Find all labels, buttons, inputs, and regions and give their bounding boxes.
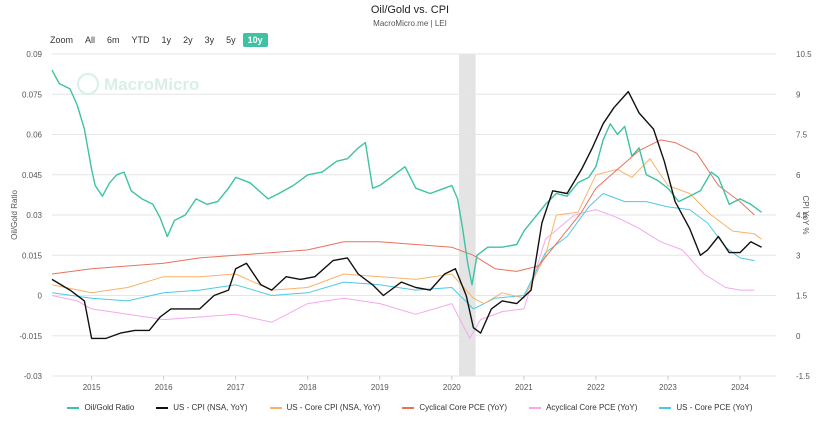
legend-swatch (67, 406, 80, 409)
zoom-button-3y[interactable]: 3y (204, 35, 215, 45)
x-tick-label: 2024 (731, 383, 749, 392)
legend-label: US - Core PCE (YoY) (676, 403, 753, 412)
watermark-logo-icon (77, 73, 99, 95)
y-right-tick-label: 6 (796, 171, 801, 180)
zoom-button-5y[interactable]: 5y (226, 35, 236, 45)
legend-item-core-pce[interactable]: US - Core PCE (YoY) (659, 403, 753, 412)
x-tick-label: 2022 (587, 383, 605, 392)
y-left-tick-label: -0.015 (19, 332, 42, 341)
y-right-tick-label: 9 (796, 90, 801, 99)
legend-swatch (659, 406, 672, 409)
x-tick-label: 2018 (299, 383, 317, 392)
y-left-tick-label: 0.075 (22, 90, 43, 99)
x-tick-label: 2015 (83, 383, 101, 392)
legend-swatch (529, 406, 542, 409)
y-right-tick-label: 1.5 (796, 292, 808, 301)
y-left-tick-label: 0 (38, 292, 43, 301)
legend-label: Cyclical Core PCE (YoY) (419, 403, 508, 412)
zoom-label: Zoom (50, 35, 74, 45)
series-line-oil-gold (51, 69, 763, 286)
y-left-tick-label: -0.03 (24, 372, 43, 381)
zoom-bar: Zoom All 6m YTD 1y 2y 3y 5y 10y (50, 33, 268, 47)
series-line-cpi (51, 90, 762, 340)
y-right-tick-label: -1.5 (796, 372, 810, 381)
legend-swatch (156, 406, 169, 409)
legend-label: US - CPI (NSA, YoY) (173, 403, 248, 412)
y-left-tick-label: 0.045 (22, 171, 43, 180)
y-right-tick-label: 3 (796, 251, 801, 260)
chart-title: Oil/Gold vs. CPI (370, 4, 450, 16)
zoom-button-ytd[interactable]: YTD (131, 35, 150, 45)
legend-item-cpi[interactable]: US - CPI (NSA, YoY) (156, 403, 248, 412)
legend-swatch (269, 406, 282, 409)
series-line-core-pce (51, 193, 755, 310)
legend-label: Oil/Gold Ratio (84, 403, 135, 412)
x-tick-label: 2023 (659, 383, 677, 392)
chart-subtitle: MacroMicro.me | LEI (373, 19, 447, 28)
x-tick-label: 2020 (443, 383, 461, 392)
series-line-acyclical-pce (51, 209, 755, 339)
y-right-tick-label: 4.5 (796, 211, 808, 220)
zoom-button-2y[interactable]: 2y (183, 35, 193, 45)
y-right-tick-label: 0 (796, 332, 801, 341)
x-tick-label: 2016 (155, 383, 173, 392)
y-right-axis-title: CPI YoY % (801, 196, 810, 235)
legend-item-core-cpi[interactable]: US - Core CPI (NSA, YoY) (269, 403, 381, 412)
y-left-tick-label: 0.06 (26, 131, 42, 140)
legend: Oil/Gold Ratio US - CPI (NSA, YoY) US - … (0, 403, 820, 412)
legend-swatch (402, 406, 415, 409)
series-line-cyclical-pce (51, 139, 755, 275)
legend-item-oil-gold[interactable]: Oil/Gold Ratio (67, 403, 134, 412)
zoom-button-1y[interactable]: 1y (161, 35, 172, 45)
y-right-tick-label: 7.5 (796, 131, 808, 140)
y-left-tick-label: 0.03 (26, 211, 42, 220)
legend-item-cyclical-pce[interactable]: Cyclical Core PCE (YoY) (402, 403, 507, 412)
x-tick-label: 2017 (227, 383, 245, 392)
x-tick-label: 2019 (371, 383, 389, 392)
zoom-button-all[interactable]: All (85, 35, 96, 45)
legend-item-acyclical-pce[interactable]: Acyclical Core PCE (YoY) (529, 403, 637, 412)
legend-label: US - Core CPI (NSA, YoY) (286, 403, 381, 412)
y-left-tick-label: 0.015 (22, 251, 43, 260)
x-tick-label: 2021 (515, 383, 533, 392)
watermark-text: MacroMicro (104, 75, 199, 94)
zoom-button-10y[interactable]: 10y (242, 33, 268, 47)
y-left-tick-label: 0.09 (26, 50, 42, 59)
y-right-tick-label: 10.5 (796, 50, 812, 59)
y-left-axis-title: Oil/Gold Ratio (10, 190, 19, 240)
zoom-button-6m[interactable]: 6m (107, 35, 120, 45)
series-line-core-cpi (51, 158, 762, 305)
legend-label: Acyclical Core PCE (YoY) (546, 403, 638, 412)
